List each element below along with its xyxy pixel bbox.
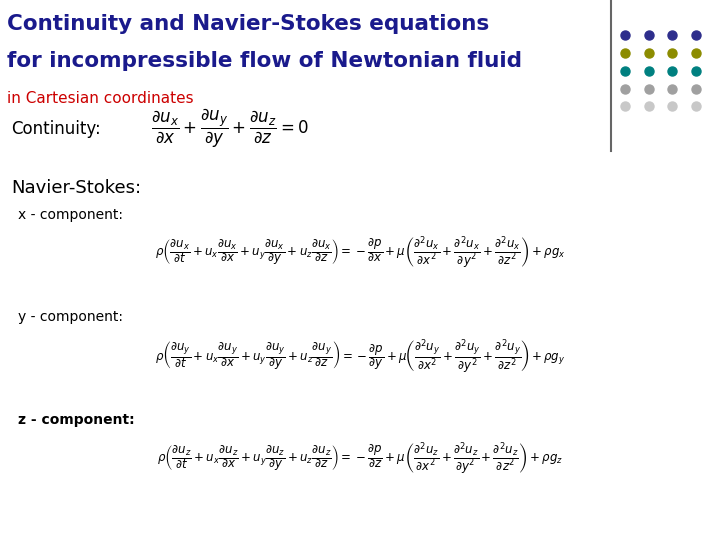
Text: Continuity:: Continuity: [11,119,101,138]
Text: in Cartesian coordinates: in Cartesian coordinates [7,91,194,106]
Text: for incompressible flow of Newtonian fluid: for incompressible flow of Newtonian flu… [7,51,522,71]
Text: $\rho\left(\dfrac{\partial u_x}{\partial t} + u_x\dfrac{\partial u_x}{\partial x: $\rho\left(\dfrac{\partial u_x}{\partial… [155,235,565,272]
Text: $\rho\left(\dfrac{\partial u_y}{\partial t} + u_x\dfrac{\partial u_y}{\partial x: $\rho\left(\dfrac{\partial u_y}{\partial… [155,338,565,376]
Text: y - component:: y - component: [18,310,123,325]
Text: Navier-Stokes:: Navier-Stokes: [11,179,141,197]
Text: $\dfrac{\partial u_x}{\partial x} + \dfrac{\partial u_y}{\partial y} + \dfrac{\p: $\dfrac{\partial u_x}{\partial x} + \dfr… [151,107,309,150]
Text: x - component:: x - component: [18,208,123,222]
Text: z - component:: z - component: [18,413,135,427]
Text: Continuity and Navier-Stokes equations: Continuity and Navier-Stokes equations [7,14,490,33]
Text: $\rho\left(\dfrac{\partial u_z}{\partial t} + u_x\dfrac{\partial u_z}{\partial x: $\rho\left(\dfrac{\partial u_z}{\partial… [157,440,563,477]
